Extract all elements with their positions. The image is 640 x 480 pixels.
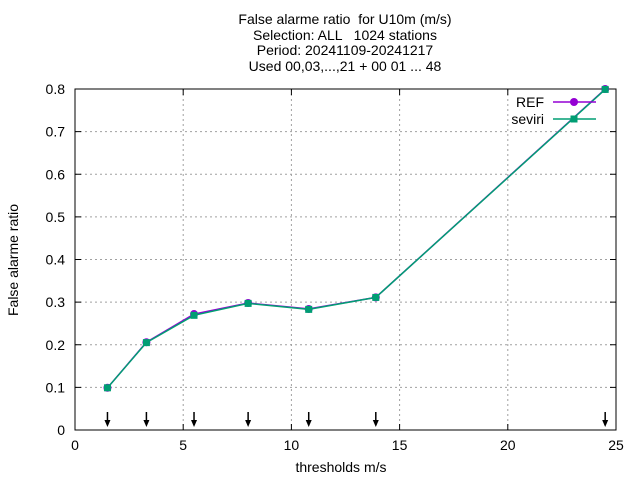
legend-marker	[570, 115, 578, 123]
threshold-arrow-head	[305, 420, 312, 427]
series	[103, 85, 610, 392]
threshold-arrow	[372, 412, 379, 427]
data-point-seviri	[305, 305, 313, 313]
legend-label: seviri	[511, 111, 544, 127]
threshold-arrow	[602, 412, 609, 427]
title-line-1: False alarme ratio for U10m (m/s)	[238, 11, 452, 27]
title-line-4: Used 00,03,...,21 + 00 01 ... 48	[248, 57, 442, 74]
series-REF	[103, 85, 610, 392]
x-tick-label: 25	[608, 437, 624, 453]
threshold-arrow	[191, 412, 198, 427]
threshold-arrow	[305, 412, 312, 427]
threshold-arrows	[104, 412, 609, 427]
x-tick-label: 20	[500, 437, 516, 453]
series-seviri	[103, 85, 609, 392]
x-tick-label: 5	[179, 437, 187, 453]
y-tick-label: 0.5	[46, 209, 66, 225]
legend-item-REF: REF	[516, 94, 596, 110]
x-tick-label: 10	[284, 437, 300, 453]
threshold-arrow-head	[104, 420, 111, 427]
y-tick-label: 0.8	[46, 81, 66, 97]
title-line-3: Period: 20241109-20241217	[256, 42, 434, 58]
grid	[75, 89, 616, 430]
legend-marker	[570, 98, 578, 106]
title-line-2: Selection: ALL 1024 stations	[253, 26, 437, 43]
x-axis-label: thresholds m/s	[295, 459, 386, 475]
y-axis-label: False alarme ratio	[5, 204, 21, 316]
threshold-arrow	[143, 412, 150, 427]
threshold-arrow	[104, 412, 111, 427]
threshold-arrow-head	[245, 420, 252, 427]
threshold-arrow-head	[372, 420, 379, 427]
threshold-arrow	[245, 412, 252, 427]
data-point-seviri	[142, 339, 150, 347]
data-point-seviri	[244, 299, 252, 307]
data-point-seviri	[601, 85, 609, 93]
legend-label: REF	[516, 94, 544, 110]
data-point-seviri	[190, 311, 198, 319]
y-tick-label: 0.7	[46, 124, 66, 140]
threshold-arrow-head	[191, 420, 198, 427]
y-tick-label: 0.6	[46, 166, 66, 182]
y-tick-label: 0	[57, 422, 65, 438]
data-point-seviri	[103, 384, 111, 392]
data-point-seviri	[372, 293, 380, 301]
series-line-REF	[106, 88, 606, 389]
y-tick-label: 0.1	[46, 379, 66, 395]
threshold-arrow-head	[143, 420, 150, 427]
legend-item-seviri: seviri	[511, 111, 596, 127]
chart-title: False alarme ratio for U10m (m/s) Select…	[0, 11, 640, 74]
x-tick-label: 0	[71, 437, 79, 453]
x-tick-label: 15	[392, 437, 408, 453]
series-line-seviri	[106, 88, 606, 389]
y-tick-label: 0.3	[46, 294, 66, 310]
axis-ticks: 0 5 10 15 20 25 0 0.1 0.2 0.3 0.4 0.5 0.6 0.7 0.8	[46, 81, 624, 453]
threshold-arrow-head	[602, 420, 609, 427]
y-tick-label: 0.2	[46, 337, 66, 353]
y-tick-label: 0.4	[46, 252, 66, 268]
